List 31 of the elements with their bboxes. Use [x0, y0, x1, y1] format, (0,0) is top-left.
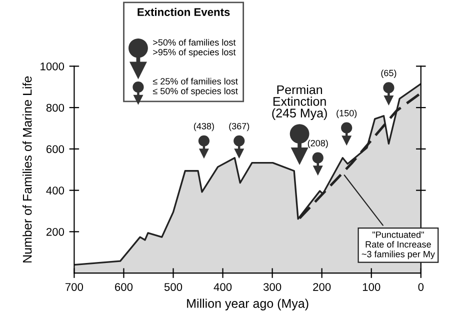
y-tick-label: 200 [46, 228, 64, 236]
x-tick-label: 200 [313, 283, 331, 291]
annotation: (150) [336, 110, 357, 118]
x-tick-label: 100 [362, 283, 380, 291]
annotation: Permian Extinction (245 Mya) [272, 85, 327, 120]
annotation: (367) [229, 122, 250, 132]
annotation: (65) [381, 70, 396, 78]
x-tick-label: 0 [418, 283, 424, 291]
y-tick-label: 1000 [40, 62, 64, 70]
annotation: "Punctuated" Rate of Increase ~3 families per My [362, 231, 435, 260]
x-tick-label: 500 [164, 283, 182, 291]
x-tick-label: 600 [115, 283, 133, 291]
point [290, 124, 310, 144]
annotation: (438) [194, 122, 214, 132]
y-tick-label: 400 [46, 186, 64, 194]
legend-label: ≤ 25% of families lost ≤ 50% of species lost [152, 78, 238, 96]
point [234, 135, 245, 146]
x-tick-label: 700 [65, 283, 84, 291]
x-axis-title: Million year ago (Mya) [187, 298, 308, 310]
x-tick-label: 300 [263, 283, 282, 291]
point [341, 122, 352, 134]
y-axis-title: Number of Families of Marine Life [22, 76, 32, 262]
legend-label: >50% of families lost >95% of species lost [153, 38, 236, 58]
x-tick-label: 400 [214, 283, 232, 291]
point [383, 82, 394, 94]
annotation: (208) [308, 140, 328, 148]
point [198, 135, 210, 146]
point [312, 152, 324, 164]
y-tick-label: 800 [46, 104, 64, 112]
legend-title: Extinction Events [138, 8, 230, 16]
y-tick-label: 600 [46, 145, 64, 154]
